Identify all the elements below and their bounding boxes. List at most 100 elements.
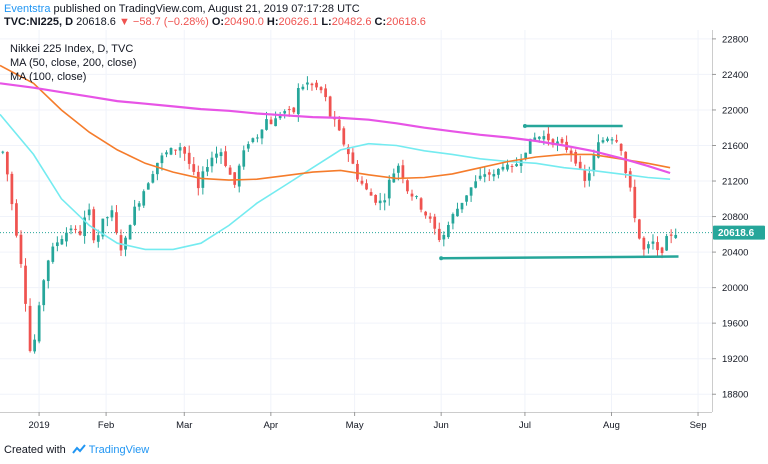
trendline <box>441 255 679 260</box>
candle-body <box>560 138 564 143</box>
y-tick-label: 18800 <box>722 390 748 401</box>
candle-body <box>215 153 218 158</box>
legend-title: Nikkei 225 Index, D, TVC <box>10 43 134 55</box>
legend-ma1[interactable]: MA (50, close, 200, close) <box>10 57 137 69</box>
candle-body <box>656 242 659 251</box>
candle-body <box>78 231 82 235</box>
candle-body <box>647 244 650 249</box>
candle <box>478 168 482 181</box>
candle-body <box>556 141 559 145</box>
candle-body <box>310 83 314 86</box>
price-chart[interactable]: 18800 19200 19600 20000 20400 20800 21200 21600… <box>0 30 768 442</box>
candle <box>210 151 214 173</box>
candle <box>656 236 659 256</box>
x-tick-label: Jun <box>433 420 448 431</box>
candle-body <box>533 137 537 141</box>
candle-body <box>674 234 678 238</box>
candle-body <box>65 232 68 242</box>
candle-body <box>37 305 41 342</box>
candle <box>301 84 305 91</box>
candle <box>55 236 59 252</box>
candle-body <box>315 82 318 88</box>
candle-body <box>642 237 646 250</box>
candle <box>606 136 609 143</box>
candle <box>174 149 177 155</box>
candle-body <box>265 119 268 130</box>
candle-body <box>15 203 18 236</box>
candle-body <box>669 234 673 236</box>
tradingview-logo-icon[interactable] <box>72 444 86 456</box>
x-tick-label: Sep <box>690 420 707 431</box>
tradingview-brand[interactable]: TradingView <box>88 444 150 456</box>
candle-body <box>51 246 55 262</box>
candle <box>387 175 391 206</box>
candle-body <box>174 149 177 151</box>
candle-body <box>319 87 323 91</box>
candle-body <box>383 200 387 203</box>
y-tick-label: 22000 <box>722 105 748 116</box>
legend-ma2[interactable]: MA (100, close) <box>10 71 87 83</box>
candle <box>106 216 109 227</box>
candle <box>42 279 46 312</box>
candle-body <box>410 193 414 197</box>
candle-body <box>628 171 632 188</box>
trendline-handle <box>522 123 527 128</box>
candle <box>410 189 414 201</box>
candle-body <box>274 118 277 127</box>
candle-body <box>501 166 505 170</box>
ma-line <box>0 113 671 251</box>
author-link[interactable]: Eventstra <box>4 3 51 15</box>
ma-line <box>0 82 671 175</box>
candle-body <box>483 174 487 177</box>
ma-line <box>0 64 671 181</box>
open-label: O: <box>211 16 225 28</box>
candle <box>669 229 673 244</box>
y-tick-label: 22800 <box>722 34 748 45</box>
y-tick-label: 19200 <box>722 354 748 365</box>
candle-body <box>5 151 9 175</box>
candle <box>560 137 564 145</box>
candle-body <box>224 151 227 166</box>
candle-body <box>74 228 77 230</box>
y-tick-label: 20400 <box>722 248 748 259</box>
candle-body <box>210 157 214 167</box>
y-tick-label: 19600 <box>722 319 748 330</box>
time-axis[interactable]: 2019 Feb Mar Apr May Jun Jul Aug Sep <box>29 412 707 431</box>
candle-body <box>219 152 223 157</box>
publish-line: Eventstra published on TradingView.com, … <box>4 3 360 15</box>
candle-body <box>492 174 496 177</box>
price-axis[interactable]: 18800 19200 19600 20000 20400 20800 21200 21600… <box>712 34 748 401</box>
candle <box>24 258 27 312</box>
candle <box>187 145 191 170</box>
candle-body <box>515 164 518 167</box>
candle <box>19 230 23 268</box>
candle-body <box>10 173 14 205</box>
candle <box>360 176 364 186</box>
candle-body <box>287 109 291 111</box>
candle <box>624 151 628 178</box>
candle-body <box>237 165 241 187</box>
moving-averages <box>0 64 671 251</box>
candle-body <box>42 280 46 306</box>
candle <box>183 146 187 161</box>
candle <box>269 116 273 125</box>
candle <box>119 229 123 257</box>
candle <box>224 145 227 168</box>
candle-body <box>396 165 400 173</box>
candle-body <box>46 260 50 282</box>
candle-body <box>178 147 182 151</box>
candle <box>260 129 264 145</box>
candle-body <box>478 175 482 179</box>
candle <box>165 150 168 158</box>
candle <box>374 194 377 206</box>
candle-body <box>1 151 5 153</box>
x-tick-label: Aug <box>603 420 620 431</box>
candle <box>151 170 155 184</box>
candle <box>78 225 82 236</box>
candle <box>378 192 382 211</box>
created-with-text: Created with <box>4 444 66 456</box>
candle-body <box>615 140 618 142</box>
candle <box>137 201 141 211</box>
candle-body <box>192 164 196 172</box>
candle-body <box>428 216 432 219</box>
